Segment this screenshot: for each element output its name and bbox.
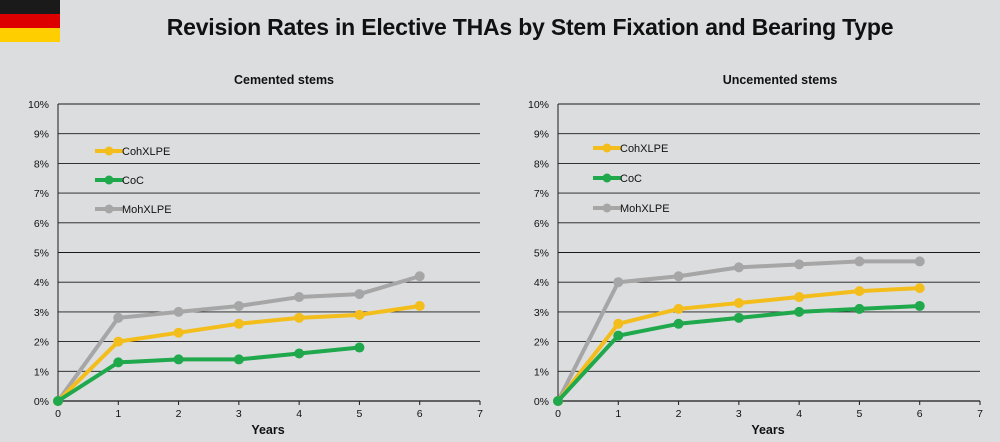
- legend-marker-coc: [602, 173, 612, 183]
- data-point-coc: [613, 330, 624, 341]
- x-tick-label: 4: [296, 408, 302, 420]
- y-tick-label: 5%: [534, 248, 549, 260]
- y-tick-label: 8%: [534, 158, 549, 170]
- data-point-coc: [854, 303, 865, 314]
- y-tick-label: 7%: [534, 188, 549, 200]
- x-tick-label: 4: [796, 408, 802, 420]
- data-point-mohxlpe: [613, 277, 624, 288]
- y-tick-label: 1%: [34, 366, 49, 378]
- data-point-coc: [233, 354, 244, 365]
- x-tick-label: 3: [236, 408, 242, 420]
- legend-label-coc: CoC: [122, 175, 144, 187]
- x-tick-label: 0: [555, 408, 561, 420]
- data-point-mohxlpe: [173, 306, 184, 317]
- data-point-cohxlpe: [173, 327, 184, 338]
- y-tick-label: 1%: [534, 366, 549, 378]
- x-tick-label: 6: [417, 408, 423, 420]
- data-point-mohxlpe: [914, 256, 925, 267]
- data-point-coc: [553, 396, 563, 406]
- y-tick-label: 9%: [534, 129, 549, 141]
- flag-stripe-black: [0, 0, 60, 14]
- legend-marker-coc: [104, 175, 114, 185]
- legend-label-coc: CoC: [620, 173, 642, 185]
- y-tick-label: 4%: [534, 277, 549, 289]
- data-point-mohxlpe: [794, 259, 805, 270]
- data-point-mohxlpe: [233, 300, 244, 311]
- data-point-cohxlpe: [613, 318, 624, 329]
- data-point-cohxlpe: [733, 297, 744, 308]
- legend-label-mohxlpe: MohXLPE: [122, 204, 172, 216]
- x-tick-label: 5: [357, 408, 363, 420]
- x-tick-label: 7: [977, 408, 983, 420]
- data-point-cohxlpe: [414, 300, 425, 311]
- y-tick-label: 2%: [534, 337, 549, 349]
- flag-stripe-red: [0, 14, 60, 28]
- y-tick-label: 10%: [28, 99, 49, 111]
- data-point-cohxlpe: [794, 292, 805, 303]
- flag-stripe-gold: [0, 28, 60, 42]
- y-tick-label: 0%: [534, 396, 549, 408]
- data-point-coc: [294, 348, 305, 359]
- x-tick-label: 7: [477, 408, 483, 420]
- x-tick-label: 5: [857, 408, 863, 420]
- x-tick-label: 2: [676, 408, 682, 420]
- y-tick-label: 6%: [534, 218, 549, 230]
- x-tick-label: 0: [55, 408, 61, 420]
- x-tick-label: 1: [615, 408, 621, 420]
- data-point-cohxlpe: [233, 318, 244, 329]
- x-tick-label: 1: [115, 408, 121, 420]
- legend-label-cohxlpe: CohXLPE: [620, 143, 668, 155]
- data-point-mohxlpe: [294, 292, 305, 303]
- x-axis-label: Years: [251, 423, 284, 437]
- x-tick-label: 2: [176, 408, 182, 420]
- y-tick-label: 3%: [534, 307, 549, 319]
- data-point-cohxlpe: [294, 312, 305, 323]
- data-point-cohxlpe: [914, 283, 925, 294]
- legend-marker-mohxlpe: [602, 203, 612, 213]
- legend-label-mohxlpe: MohXLPE: [620, 203, 670, 215]
- data-point-coc: [673, 318, 684, 329]
- x-tick-label: 6: [917, 408, 923, 420]
- data-point-mohxlpe: [354, 289, 365, 300]
- data-point-cohxlpe: [854, 286, 865, 297]
- data-point-cohxlpe: [673, 303, 684, 314]
- chart-subtitle: Cemented stems: [234, 73, 334, 87]
- x-axis-label: Years: [751, 423, 784, 437]
- y-tick-label: 10%: [528, 99, 549, 111]
- data-point-coc: [914, 300, 925, 311]
- data-point-mohxlpe: [414, 271, 425, 282]
- y-tick-label: 5%: [34, 248, 49, 260]
- y-tick-label: 7%: [34, 188, 49, 200]
- y-tick-label: 4%: [34, 277, 49, 289]
- chart-subtitle: Uncemented stems: [723, 73, 838, 87]
- data-point-coc: [53, 396, 63, 406]
- legend-marker-cohxlpe: [602, 143, 612, 153]
- y-tick-label: 3%: [34, 307, 49, 319]
- legend-label-cohxlpe: CohXLPE: [122, 146, 170, 158]
- data-point-mohxlpe: [673, 271, 684, 282]
- chart-cemented-stems: Cemented stems 0% 1% 2% 3% 4% 5% 6% 7% 8% 9% 10% 0 1 2…: [28, 73, 483, 437]
- data-point-mohxlpe: [113, 312, 124, 323]
- series-line-coc: [56, 345, 360, 403]
- x-tick-label: 3: [736, 408, 742, 420]
- main-title: Revision Rates in Elective THAs by Stem …: [166, 14, 894, 40]
- data-point-cohxlpe: [354, 309, 365, 320]
- y-tick-label: 2%: [34, 337, 49, 349]
- german-flag: [0, 0, 60, 42]
- data-point-coc: [113, 357, 124, 368]
- y-tick-label: 6%: [34, 218, 49, 230]
- legend-marker-mohxlpe: [104, 204, 114, 214]
- y-tick-label: 0%: [34, 396, 49, 408]
- data-point-coc: [173, 354, 184, 365]
- data-point-coc: [354, 342, 365, 353]
- legend-marker-cohxlpe: [104, 146, 114, 156]
- data-point-mohxlpe: [854, 256, 865, 267]
- data-point-mohxlpe: [733, 262, 744, 273]
- y-tick-label: 8%: [34, 158, 49, 170]
- data-point-coc: [733, 312, 744, 323]
- data-point-cohxlpe: [113, 336, 124, 347]
- data-point-coc: [794, 306, 805, 317]
- y-tick-label: 9%: [34, 129, 49, 141]
